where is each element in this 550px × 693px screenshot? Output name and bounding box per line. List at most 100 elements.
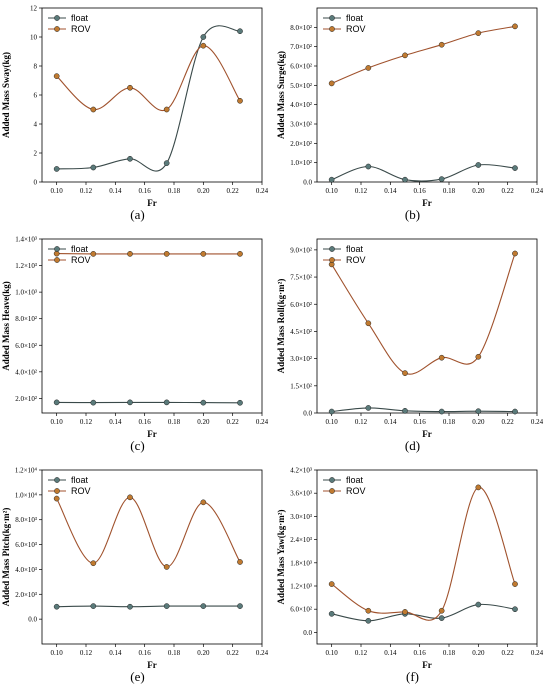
- data-point-rov: [237, 251, 243, 257]
- y-axis-label: Added Mass Heave(kg): [1, 281, 11, 371]
- data-point-float: [237, 399, 243, 406]
- x-tick-label: 0.12: [355, 418, 368, 426]
- data-point-float: [163, 160, 170, 166]
- x-tick-label: 0.14: [109, 649, 122, 657]
- x-tick-label: 0.22: [227, 418, 240, 426]
- y-tick-label: 10: [30, 34, 38, 42]
- y-axis-label: Added Mass Surge(kg): [276, 51, 286, 139]
- x-tick-label: 0.20: [197, 418, 210, 426]
- y-tick-label: 4: [34, 121, 38, 129]
- data-point-float: [127, 603, 133, 610]
- y-tick-label: 7.5×10²: [290, 274, 312, 282]
- y-tick-label: 4.0×10²: [15, 368, 37, 376]
- x-tick-label: 0.10: [326, 649, 339, 657]
- legend-label-rov: ROV: [346, 24, 366, 34]
- y-tick-label: 2.0×10²: [15, 395, 37, 403]
- legend-label-float: float: [71, 244, 89, 254]
- data-point-float: [402, 176, 408, 183]
- data-point-rov: [365, 65, 372, 71]
- y-tick-label: 2.0×10³: [15, 591, 37, 599]
- y-tick-label: 8.0×10²: [290, 24, 312, 32]
- data-point-rov: [237, 97, 243, 104]
- x-tick-label: 0.20: [472, 418, 485, 426]
- y-tick-label: 6.0×10²: [15, 342, 37, 350]
- data-point-rov: [475, 353, 482, 360]
- y-tick-label: 6.0×10³: [15, 541, 37, 549]
- legend-marker-rov: [54, 257, 60, 263]
- series-line-float: [331, 407, 516, 413]
- x-tick-label: 0.10: [326, 187, 339, 195]
- legend-marker-float: [329, 477, 335, 483]
- data-point-float: [237, 603, 243, 609]
- x-tick-label: 0.16: [139, 649, 152, 657]
- y-axis-label: Added Mass Sway(kg): [1, 52, 11, 138]
- y-tick-label: 6.0×10²: [290, 63, 312, 71]
- y-tick-label: 3.0×10³: [290, 513, 312, 521]
- legend-marker-rov: [54, 488, 60, 494]
- x-tick-label: 0.20: [197, 187, 210, 195]
- y-tick-label: 1.8×10³: [290, 559, 312, 567]
- chart-panel-b: 0.10 0.12 0.14 0.16 0.18 0.20 0.22 0.24 0.0 1.0×1…: [275, 0, 550, 231]
- data-point-rov: [365, 607, 372, 614]
- data-point-rov: [127, 84, 133, 91]
- data-point-float: [200, 603, 207, 609]
- y-tick-label: 2: [34, 150, 38, 158]
- x-tick-label: 0.10: [51, 649, 64, 657]
- data-point-rov: [475, 30, 482, 36]
- x-tick-label: 0.14: [109, 187, 122, 195]
- data-point-rov: [163, 251, 170, 257]
- x-tick-label: 0.14: [384, 418, 397, 426]
- legend-label-float: float: [346, 475, 364, 485]
- x-tick-label: 0.12: [80, 418, 93, 426]
- data-point-rov: [328, 581, 335, 587]
- series-line-float: [331, 164, 516, 182]
- legend-label-float: float: [346, 244, 364, 254]
- data-point-float: [512, 165, 518, 171]
- x-tick-label: 0.14: [384, 649, 397, 657]
- data-point-float: [163, 399, 170, 406]
- data-point-rov: [163, 564, 170, 570]
- x-tick-label: 0.14: [109, 418, 122, 426]
- series-line-rov: [56, 496, 241, 568]
- data-point-rov: [512, 23, 518, 30]
- data-point-float: [127, 155, 133, 162]
- x-tick-label: 0.18: [443, 418, 456, 426]
- data-point-float: [475, 601, 482, 608]
- caption-f: (f): [406, 669, 419, 684]
- chart-d: 0.10 0.12 0.14 0.16 0.18 0.20 0.22 0.24 0.0 1.5×1…: [276, 238, 544, 439]
- y-tick-label: 0.0: [303, 179, 312, 187]
- caption-b: (b): [404, 207, 421, 222]
- x-tick-label: 0.18: [168, 649, 181, 657]
- x-tick-label: 0.24: [256, 649, 269, 657]
- data-point-float: [512, 408, 518, 415]
- y-tick-label: 1.2×10⁴: [15, 467, 38, 475]
- caption-d: (d): [404, 438, 421, 453]
- x-axis-label: Fr: [422, 660, 432, 670]
- x-tick-label: 0.12: [80, 187, 93, 195]
- data-point-rov: [90, 560, 97, 567]
- chart-panel-c: 0.10 0.12 0.14 0.16 0.18 0.20 0.22 0.24 2.0×10² 4…: [0, 231, 275, 462]
- x-tick-label: 0.10: [326, 418, 339, 426]
- data-point-float: [438, 615, 445, 621]
- x-tick-label: 0.22: [502, 418, 515, 426]
- data-point-float: [475, 408, 482, 415]
- y-tick-label: 0.0: [303, 629, 312, 637]
- data-point-float: [200, 34, 207, 40]
- data-point-rov: [163, 106, 170, 113]
- y-axis-label: Added Mass Pitch(kg·m²): [1, 508, 11, 607]
- legend-marker-rov: [329, 257, 335, 263]
- x-tick-label: 0.16: [414, 187, 427, 195]
- data-point-float: [53, 603, 60, 610]
- data-point-rov: [438, 607, 445, 614]
- y-tick-label: 2.4×10³: [290, 536, 312, 544]
- chart-panel-a: 0.10 0.12 0.14 0.16 0.18 0.20 0.22 0.24 0 2 4 6 8 10 1…: [0, 0, 275, 231]
- y-tick-label: 12: [30, 5, 38, 13]
- x-tick-label: 0.20: [472, 649, 485, 657]
- data-point-float: [365, 163, 372, 170]
- legend-label-float: float: [71, 13, 89, 23]
- series-line-float: [56, 605, 240, 608]
- legend-marker-rov: [329, 488, 335, 494]
- data-point-rov: [512, 250, 518, 257]
- data-point-float: [328, 610, 335, 617]
- x-tick-label: 0.16: [414, 649, 427, 657]
